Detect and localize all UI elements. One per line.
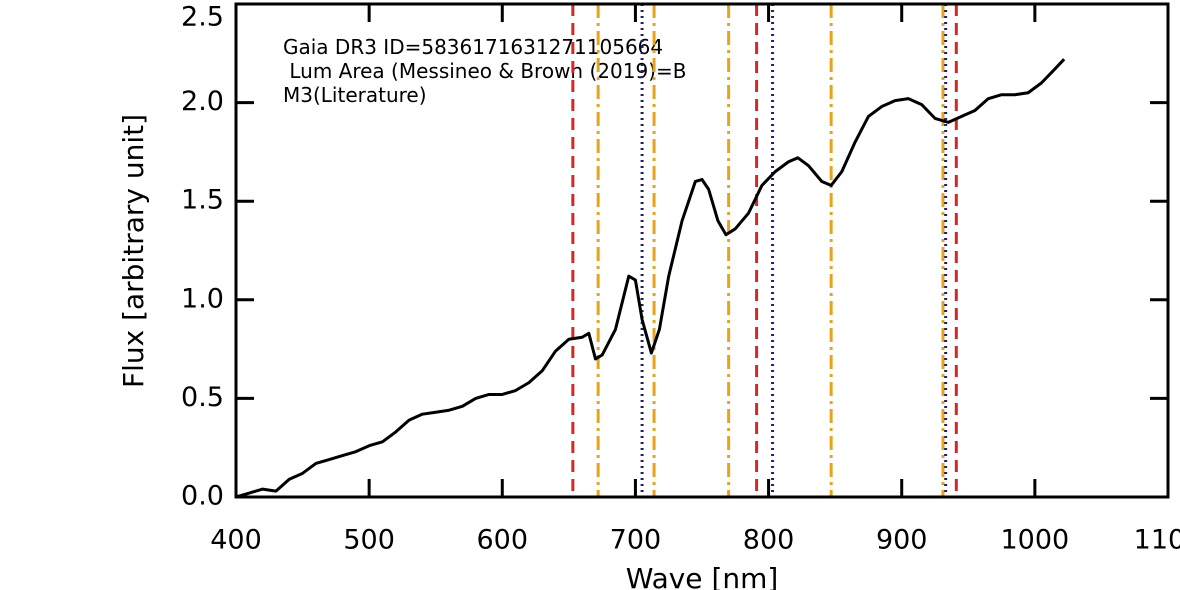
x-tick-label: 500: [343, 525, 395, 556]
y-tick-label: 2.5: [181, 2, 224, 33]
y-tick-label: 1.0: [181, 283, 224, 314]
x-tick-label: 1000: [1000, 525, 1069, 556]
x-tick-label: 700: [610, 525, 662, 556]
spectrum-line: [235, 58, 1066, 499]
y-axis-label: Flux [arbitrary unit]: [117, 114, 150, 388]
y-tick-label: 1.5: [181, 185, 224, 216]
annotation: M3(Literature): [283, 83, 427, 107]
y-tick-label: 2.0: [181, 86, 224, 117]
x-tick-label: 600: [477, 525, 529, 556]
y-tick-label: 0.5: [181, 382, 224, 413]
x-tick-label: 400: [210, 525, 262, 556]
annotation: Lum Area (Messineo & Brown (2019)=B: [283, 59, 686, 83]
x-tick-label: 800: [743, 525, 795, 556]
annotation: Gaia DR3 ID=5836171631271105664: [283, 35, 663, 59]
y-tick-label: 0.0: [181, 481, 224, 512]
x-tick-label: 900: [876, 525, 928, 556]
plot-frame: [234, 2, 1170, 499]
x-axis-label: Wave [nm]: [626, 562, 779, 590]
